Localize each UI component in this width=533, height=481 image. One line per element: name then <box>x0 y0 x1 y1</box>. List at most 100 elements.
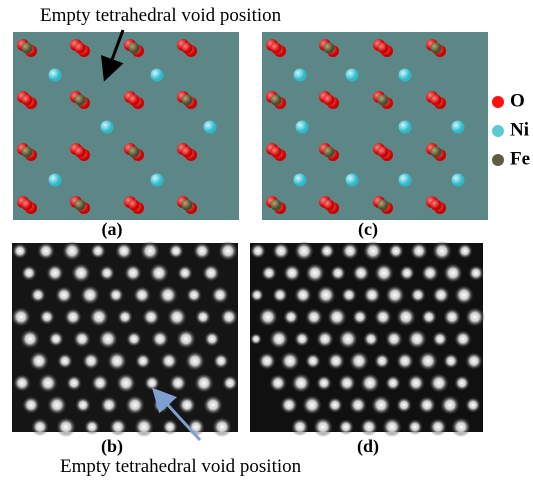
bright-spot <box>47 395 67 415</box>
bright-spot <box>100 396 118 414</box>
bright-spot <box>250 288 264 302</box>
bright-spot <box>465 307 485 327</box>
bright-spot <box>75 397 91 413</box>
fe-atom <box>324 43 335 54</box>
bright-spot <box>193 242 211 260</box>
bright-spot <box>168 243 184 259</box>
bright-spot <box>338 419 354 435</box>
bright-spot <box>124 264 142 282</box>
bright-spot <box>57 353 73 369</box>
bright-spot <box>443 353 459 369</box>
bright-spot <box>352 264 370 282</box>
bright-spot <box>341 242 359 260</box>
bright-spot <box>327 397 343 413</box>
ni-atom <box>49 69 62 82</box>
ni-atom <box>49 174 62 187</box>
bright-spot <box>382 417 402 437</box>
bright-spot <box>98 329 118 349</box>
bright-spot <box>48 331 64 347</box>
panel-label: (d) <box>357 436 379 457</box>
bright-spot <box>451 417 471 437</box>
bright-spot <box>218 241 238 261</box>
bright-spot <box>363 286 381 304</box>
bright-spot <box>385 330 403 348</box>
fe-atom <box>271 95 282 106</box>
bright-spot <box>31 418 49 436</box>
o-atom <box>324 95 335 106</box>
bright-spot <box>294 241 314 261</box>
legend-marker <box>492 154 504 166</box>
bright-spot <box>169 374 187 392</box>
bright-spot <box>341 287 357 303</box>
bright-spot <box>64 308 82 326</box>
panel-label: (c) <box>358 219 378 240</box>
bright-spot <box>305 353 321 369</box>
legend-label: Fe <box>510 148 530 169</box>
fe-atom <box>129 147 140 158</box>
bright-spot <box>126 331 142 347</box>
bright-spot <box>212 417 232 437</box>
bright-spot <box>432 241 452 261</box>
o-atom <box>129 200 140 211</box>
bright-spot <box>56 417 76 437</box>
bright-spot <box>399 265 415 281</box>
ni-atom <box>296 121 309 134</box>
bright-spot <box>432 286 450 304</box>
bright-spot <box>429 418 447 436</box>
bright-spot <box>316 375 332 391</box>
bright-spot <box>258 307 278 327</box>
o-atom <box>129 95 140 106</box>
bright-spot <box>89 307 109 327</box>
bright-spot <box>418 351 438 371</box>
annotation-top: Empty tetrahedral void position <box>40 5 282 26</box>
ni-atom <box>399 69 412 82</box>
bright-spot <box>349 351 369 371</box>
bright-spot <box>38 373 58 393</box>
bright-spot <box>305 308 323 326</box>
bright-spot <box>316 330 334 348</box>
bright-spot <box>457 243 473 259</box>
bright-spot <box>283 264 301 282</box>
bright-spot <box>177 265 193 281</box>
bright-spot <box>302 395 322 415</box>
bright-spot <box>421 309 437 325</box>
bright-spot <box>327 352 345 370</box>
bright-spot <box>371 395 391 415</box>
annotation-bottom: Empty tetrahedral void position <box>60 456 302 477</box>
bright-spot <box>13 374 31 392</box>
bright-spot <box>80 285 100 305</box>
bright-spot <box>443 263 463 283</box>
bright-spot <box>338 329 358 349</box>
bright-spot <box>211 286 229 304</box>
bright-spot <box>374 308 392 326</box>
bright-spot <box>429 373 449 393</box>
fe-atom <box>22 43 33 54</box>
bright-spot <box>465 397 481 413</box>
bright-spot <box>432 331 448 347</box>
bright-spot <box>385 285 405 305</box>
ni-atom <box>294 174 307 187</box>
bright-spot <box>220 308 238 326</box>
bright-spot <box>158 285 178 305</box>
ni-atom <box>399 121 412 134</box>
bright-spot <box>140 241 160 261</box>
legend-label: O <box>510 90 525 111</box>
bright-spot <box>360 373 380 393</box>
bright-spot <box>133 286 151 304</box>
bright-spot <box>55 286 73 304</box>
bright-spot <box>107 351 127 371</box>
bright-spot <box>349 396 367 414</box>
bright-spot <box>99 265 115 281</box>
bright-spot <box>410 242 428 260</box>
ni-atom <box>399 174 412 187</box>
bright-spot <box>203 395 223 415</box>
fe-atom <box>182 200 193 211</box>
bright-spot <box>338 374 356 392</box>
bright-spot <box>454 330 472 348</box>
o-atom <box>271 43 282 54</box>
bright-spot <box>410 287 426 303</box>
bright-spot <box>291 418 309 436</box>
bright-spot <box>305 263 325 283</box>
ni-atom <box>204 121 217 134</box>
bright-spot <box>250 333 262 345</box>
